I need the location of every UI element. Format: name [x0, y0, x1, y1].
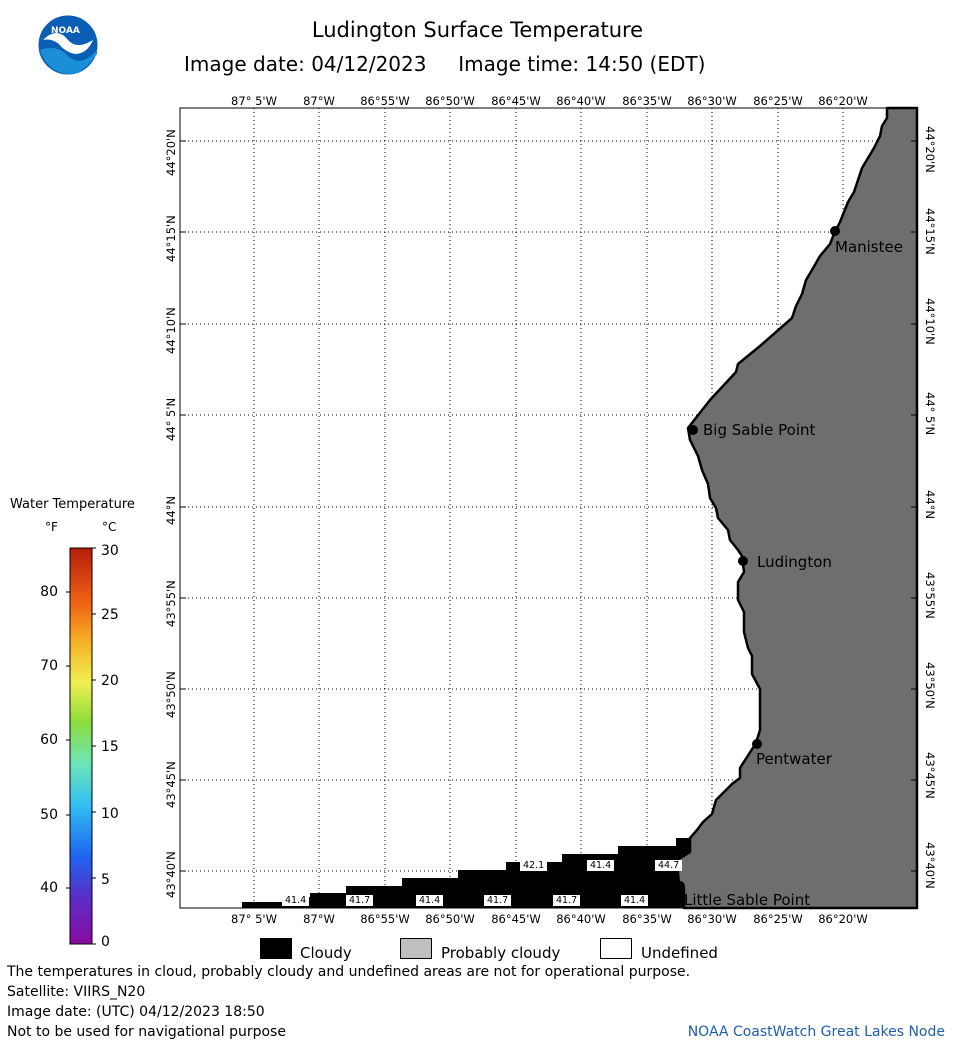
- lat-label-right: 43°50'N: [923, 662, 937, 709]
- satellite-note: Satellite: VIIRS_N20: [7, 984, 146, 1000]
- lat-label-right: 44°N: [923, 490, 937, 519]
- lon-label-bottom: 87°W: [303, 912, 335, 926]
- scale-tick-c: 0: [101, 934, 110, 950]
- lat-label-left: 44°N: [164, 496, 178, 525]
- place-label-ludington: Ludington: [757, 553, 832, 571]
- lon-label-top: 86°40'W: [556, 94, 606, 108]
- scale-tick-c: 15: [101, 739, 119, 755]
- temperature-label: 41.4: [587, 860, 615, 871]
- lon-label-top: 86°35'W: [622, 94, 672, 108]
- lat-label-right: 44°10'N: [923, 298, 937, 345]
- land-area: [675, 106, 919, 910]
- lat-label-left: 44° 5'N: [164, 397, 178, 441]
- scale-tick-f: 60: [40, 732, 58, 748]
- lon-label-bottom: 86°20'W: [818, 912, 868, 926]
- temperature-label: 41.4: [282, 895, 310, 906]
- lat-label-right: 43°55'N: [923, 572, 937, 619]
- navigation-note: Not to be used for navigational purpose: [7, 1024, 286, 1040]
- lon-label-bottom: 86°50'W: [425, 912, 475, 926]
- temperature-label: 42.1: [520, 860, 548, 871]
- temperature-label: 41.7: [346, 895, 374, 906]
- lat-label-right: 44°15'N: [923, 208, 937, 255]
- lat-label-right: 44° 5'N: [923, 392, 937, 436]
- lon-label-bottom: 86°25'W: [753, 912, 803, 926]
- logo-text: NOAA: [51, 26, 80, 36]
- unit-celsius: °C: [102, 520, 117, 534]
- lon-label-top: 86°25'W: [753, 94, 803, 108]
- lon-label-top: 86°45'W: [491, 94, 541, 108]
- scale-tick-f: 80: [40, 584, 58, 600]
- temperature-label: 41.4: [621, 895, 649, 906]
- place-label-manistee: Manistee: [835, 238, 903, 256]
- little-sable-point-marker: [675, 881, 685, 891]
- scale-tick-f: 40: [40, 880, 58, 896]
- manistee-marker: [830, 226, 840, 236]
- image-date-time: Image date: 04/12/2023 Image time: 14:50…: [184, 52, 706, 76]
- scale-tick-c: 5: [101, 872, 110, 888]
- place-label-little-sable-point: Little Sable Point: [684, 891, 811, 909]
- lat-label-left: 44°10'N: [164, 307, 178, 354]
- scale-tick-c: 10: [101, 806, 119, 822]
- scale-tick-c: 20: [101, 673, 119, 689]
- lat-label-right: 44°20'N: [923, 126, 937, 173]
- lat-label-left: 44°20'N: [164, 129, 178, 176]
- lon-label-bottom: 86°30'W: [687, 912, 737, 926]
- cloudy-swatch: [260, 938, 292, 959]
- lon-label-bottom: 86°45'W: [491, 912, 541, 926]
- lon-label-top: 86°50'W: [425, 94, 475, 108]
- lon-label-top: 87°W: [303, 94, 335, 108]
- lon-label-bottom: 86°40'W: [556, 912, 606, 926]
- temperature-label: 41.7: [553, 895, 581, 906]
- lon-label-top: 86°30'W: [687, 94, 737, 108]
- lon-label-bottom: 87° 5'W: [231, 912, 277, 926]
- temperature-label: 44.7: [655, 860, 683, 871]
- lon-label-top: 86°20'W: [818, 94, 868, 108]
- ludington-marker: [738, 556, 748, 566]
- scale-tick-f: 70: [40, 658, 58, 674]
- pentwater-marker: [752, 739, 762, 749]
- scale-tick-f: 50: [40, 807, 58, 823]
- legend-probably-cloudy: Probably cloudy: [441, 944, 561, 962]
- scale-tick-c: 25: [101, 607, 119, 623]
- map-ticks: [180, 140, 917, 872]
- scale-tick-c: 30: [101, 543, 119, 559]
- lat-label-right: 43°45'N: [923, 752, 937, 799]
- lat-label-left: 43°50'N: [164, 671, 178, 718]
- color-scale-bar: [66, 547, 96, 945]
- place-label-big-sable-point: Big Sable Point: [703, 421, 816, 439]
- cloudy-area: [242, 838, 690, 908]
- undefined-swatch: [600, 938, 632, 959]
- utc-date-note: Image date: (UTC) 04/12/2023 18:50: [7, 1004, 265, 1020]
- lon-label-top: 87° 5'W: [231, 94, 277, 108]
- place-label-pentwater: Pentwater: [756, 750, 832, 768]
- lat-label-left: 44°15'N: [164, 215, 178, 262]
- lon-label-bottom: 86°35'W: [622, 912, 672, 926]
- legend-cloudy: Cloudy: [300, 944, 352, 962]
- page-title: Ludington Surface Temperature: [311, 18, 644, 42]
- lat-label-left: 43°45'N: [164, 761, 178, 808]
- map-frame: [179, 107, 918, 909]
- big-sable-point-marker: [688, 425, 698, 435]
- lat-label-right: 43°40'N: [923, 842, 937, 889]
- lon-label-top: 86°55'W: [360, 94, 410, 108]
- probably-cloudy-swatch: [400, 938, 432, 959]
- credit-note: NOAA CoastWatch Great Lakes Node: [687, 1024, 945, 1040]
- disclaimer-note: The temperatures in cloud, probably clou…: [7, 964, 691, 980]
- temperature-label: 41.7: [484, 895, 512, 906]
- unit-fahrenheit: °F: [45, 520, 58, 534]
- lon-label-bottom: 86°55'W: [360, 912, 410, 926]
- legend-undefined: Undefined: [641, 944, 718, 962]
- temperature-label: 41.4: [416, 895, 444, 906]
- lat-label-left: 43°55'N: [164, 580, 178, 627]
- lat-label-left: 43°40'N: [164, 851, 178, 898]
- color-scale-title: Water Temperature: [10, 497, 135, 512]
- noaa-logo: NOAA: [37, 14, 99, 76]
